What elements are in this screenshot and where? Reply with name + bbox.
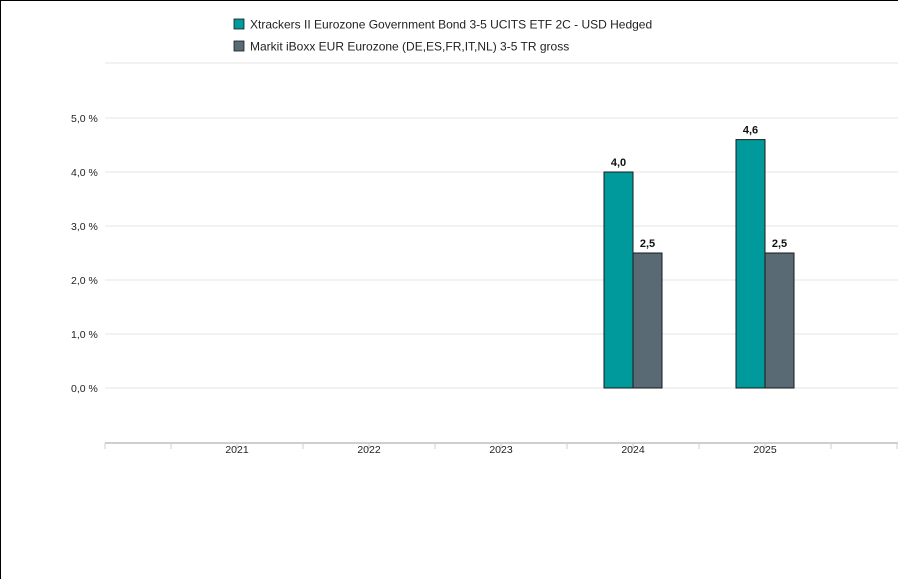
y-tick-label: 3,0 % bbox=[71, 221, 98, 233]
data-labels: 4,0 2,5 4,6 2,5 bbox=[611, 125, 787, 250]
gridlines bbox=[105, 117, 898, 389]
y-tick-label: 0,0 % bbox=[71, 383, 98, 395]
x-tick-label: 2023 bbox=[489, 444, 513, 456]
y-tick-label: 2,0 % bbox=[71, 275, 98, 287]
x-tick-label: 2021 bbox=[225, 444, 249, 456]
data-label: 2,5 bbox=[772, 238, 787, 250]
data-label: 2,5 bbox=[640, 238, 655, 250]
legend-label-1: Xtrackers II Eurozone Government Bond 3-… bbox=[250, 18, 652, 32]
x-tick-label: 2022 bbox=[357, 444, 381, 456]
data-label: 4,6 bbox=[743, 125, 758, 137]
y-tick-label: 4,0 % bbox=[71, 167, 98, 179]
y-tick-label: 1,0 % bbox=[71, 329, 98, 341]
chart-legend: Xtrackers II Eurozone Government Bond 3-… bbox=[233, 18, 652, 54]
bar-series-1-2025 bbox=[735, 139, 766, 389]
bar-series-1-2024 bbox=[603, 171, 634, 389]
bars bbox=[603, 139, 795, 389]
y-axis: 0,0 % 1,0 % 2,0 % 3,0 % 4,0 % 5,0 % bbox=[71, 113, 98, 395]
bar-series-2-2025 bbox=[764, 252, 795, 389]
legend-swatch-1 bbox=[233, 18, 245, 30]
y-tick-label: 5,0 % bbox=[71, 113, 98, 125]
legend-label-2: Markit iBoxx EUR Eurozone (DE,ES,FR,IT,N… bbox=[250, 40, 569, 54]
data-label: 4,0 bbox=[611, 157, 626, 169]
bar-series-2-2024 bbox=[632, 252, 663, 389]
legend-swatch-2 bbox=[233, 40, 245, 52]
x-axis: 2021 2022 2023 2024 2025 bbox=[104, 442, 898, 456]
x-tick-label: 2025 bbox=[753, 444, 777, 456]
x-tick-label: 2024 bbox=[621, 444, 645, 456]
